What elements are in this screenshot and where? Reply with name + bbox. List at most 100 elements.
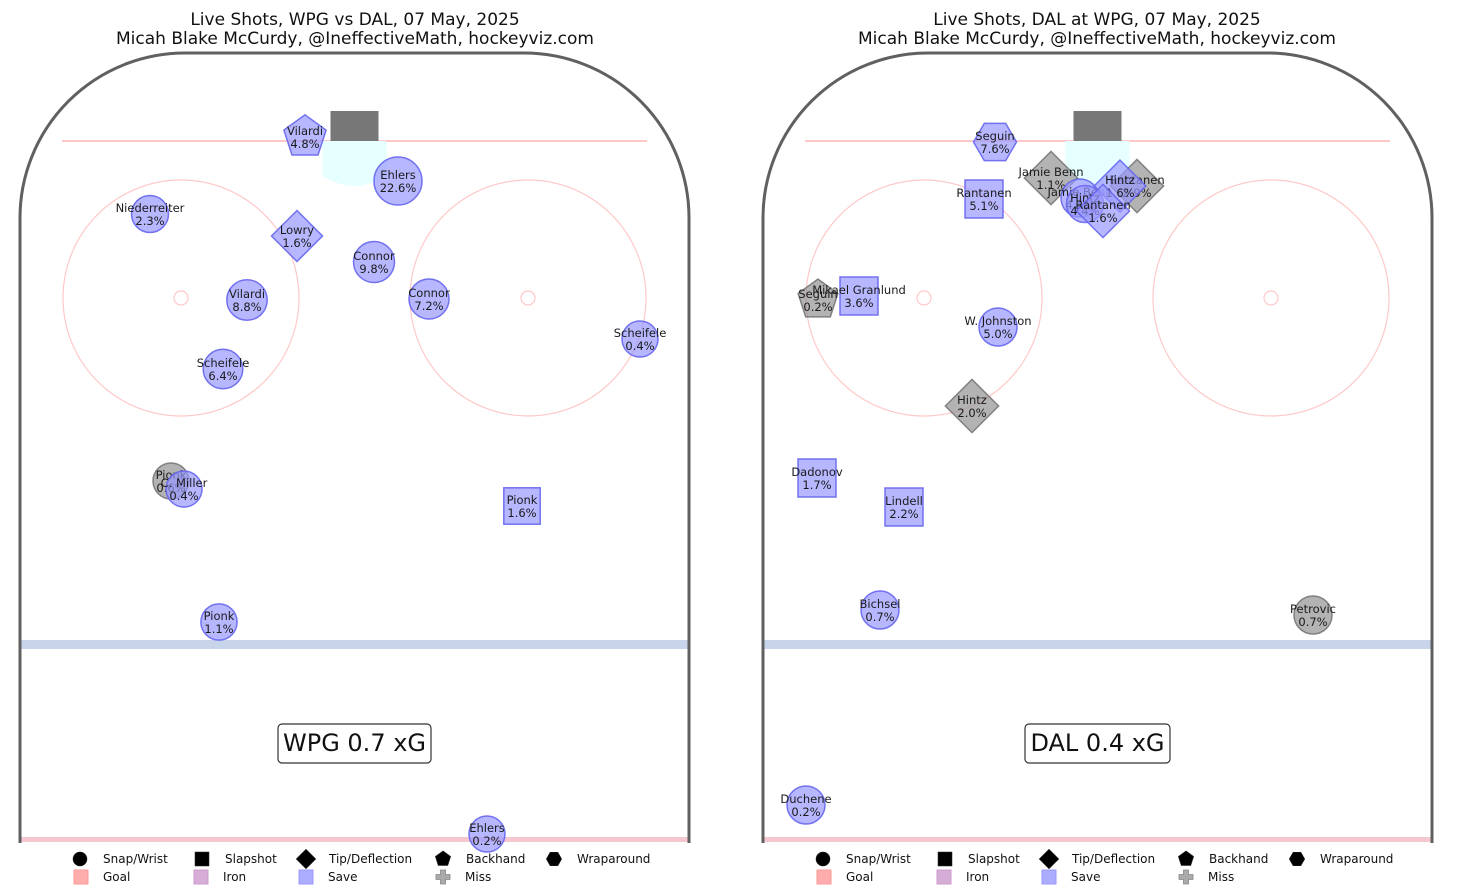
shot-xg-label: 0.7% — [1298, 615, 1327, 629]
shot-marker — [786, 785, 826, 825]
shot-player-label: Rantanen — [956, 186, 1011, 200]
legend-result-label: Goal — [846, 870, 873, 884]
shot-marker — [270, 209, 324, 263]
shot-marker — [797, 458, 837, 498]
snap-legend-icon — [72, 851, 88, 867]
backhand-legend-icon — [1178, 850, 1194, 866]
miss-legend-icon — [435, 869, 451, 885]
center-line — [763, 837, 1432, 842]
blue-line — [20, 640, 689, 649]
save-legend-icon — [1041, 869, 1057, 885]
shot-marker — [352, 240, 396, 284]
shot-xg-label: 2.2% — [889, 507, 918, 521]
shot-marker — [468, 815, 506, 853]
shot-marker — [283, 113, 327, 156]
shot-player-label: Pionk — [507, 493, 538, 507]
center-line — [20, 837, 689, 842]
legend-shape-label: Snap/Wrist — [846, 852, 911, 866]
left-subtitle-line: Micah Blake McCurdy, @IneffectiveMath, h… — [116, 29, 594, 49]
shot-player-label: Petrovic — [1290, 602, 1336, 616]
shot-player-label: Pionk — [204, 609, 235, 623]
shot-player-label: Ehlers — [469, 821, 505, 835]
shot-player-label: Hintz — [957, 393, 987, 407]
shot-player-label: Jamie Benn — [1017, 165, 1083, 179]
shot-marker — [1023, 150, 1079, 206]
shot-marker — [978, 307, 1018, 347]
shot-xg-label: 2.3% — [135, 214, 164, 228]
shot-player-label: Scheifele — [614, 326, 667, 340]
shot-xg-label: 8.8% — [232, 300, 261, 314]
faceoff-dot — [1263, 290, 1279, 306]
shot-marker — [408, 278, 450, 320]
shot-marker — [503, 487, 541, 525]
rink-boards — [18, 51, 691, 843]
faceoff-circle — [62, 179, 300, 417]
legend-result-label: Iron — [966, 870, 989, 884]
faceoff-dot — [916, 290, 932, 306]
rink-left — [18, 51, 691, 843]
xg-summary-text: DAL 0.4 xG — [1030, 729, 1164, 757]
wrap-legend-icon — [1288, 852, 1306, 866]
legend-result-label: Save — [1071, 870, 1100, 884]
shot-marker — [200, 603, 238, 641]
shot-xg-label: 9.8% — [359, 262, 388, 276]
right-chart-title: Live Shots, DAL at WPG, 07 May, 2025 Mic… — [747, 11, 1447, 49]
shot-xg-label: 0.7% — [865, 610, 894, 624]
iron-legend-icon — [936, 869, 952, 885]
shot-xg-label: 1.6% — [282, 236, 311, 250]
shot-marker — [839, 276, 879, 316]
shot-player-label: Ehlers — [380, 168, 416, 182]
legend-result-label: Miss — [1208, 870, 1234, 884]
shot-marker — [860, 590, 900, 630]
goal-legend-icon — [73, 869, 89, 885]
slap-legend-icon — [937, 851, 953, 867]
shot-xg-label: 0.4% — [169, 489, 198, 503]
slap-legend-icon — [194, 851, 210, 867]
shot-player-label: Mikael Granlund — [812, 283, 906, 297]
shots-left: Vilardi4.8%Ehlers22.6%Niederreiter2.3%Lo… — [116, 113, 667, 853]
shot-marker — [1293, 595, 1333, 635]
rink-boards — [761, 51, 1434, 843]
legend-right: Snap/Wrist Slapshot Tip/Deflection Backhand… — [815, 848, 1393, 885]
shot-player-label: Scheifele — [197, 356, 250, 370]
legend-shape-label: Slapshot — [225, 852, 277, 866]
left-chart-title: Live Shots, WPG vs DAL, 07 May, 2025 Mic… — [5, 11, 705, 49]
right-title-line: Live Shots, DAL at WPG, 07 May, 2025 — [933, 10, 1261, 30]
shot-player-label: Vilardi — [287, 124, 323, 138]
goal-net — [1073, 111, 1122, 141]
miss-legend-icon — [1178, 869, 1194, 885]
left-title-line: Live Shots, WPG vs DAL, 07 May, 2025 — [190, 10, 520, 30]
save-legend-icon — [298, 869, 314, 885]
rink-right — [761, 51, 1434, 843]
shot-marker — [944, 378, 1000, 434]
faceoff-dot — [173, 290, 189, 306]
shot-xg-label: 0.4% — [625, 339, 654, 353]
shot-marker — [797, 278, 839, 318]
xg-summary-text: WPG 0.7 xG — [283, 729, 426, 757]
legend-shape-label: Slapshot — [968, 852, 1020, 866]
legend-shape-label: Backhand — [1209, 852, 1268, 866]
legend-shape-label: Tip/Deflection — [1071, 852, 1155, 866]
shot-xg-label: 1.1% — [1036, 178, 1065, 192]
shot-xg-label: 2.0% — [957, 406, 986, 420]
tip-legend-icon — [295, 848, 317, 870]
shot-marker — [1075, 183, 1131, 239]
shot-xg-label: 4.8% — [290, 137, 319, 151]
shot-player-label: Dadonov — [791, 465, 843, 479]
shot-xg-label: 1.7% — [802, 478, 831, 492]
legend-shape-label: Wraparound — [577, 852, 650, 866]
shot-player-label: C. Miller — [161, 476, 208, 490]
shot-player-label: Lowry — [280, 223, 314, 237]
shot-xg-label: 7.2% — [414, 299, 443, 313]
shot-marker — [884, 487, 924, 527]
shot-player-label: Lindell — [885, 494, 923, 508]
faceoff-dot — [520, 290, 536, 306]
shot-marker — [226, 279, 268, 321]
blue-line — [763, 640, 1432, 649]
shot-xg-label: 7.6% — [980, 142, 1009, 156]
shot-player-label: Niederreiter — [116, 201, 185, 215]
legend-result-label: Save — [328, 870, 357, 884]
shot-xg-label: 0.2% — [472, 834, 501, 848]
shot-xg-label: 22.6% — [380, 181, 417, 195]
